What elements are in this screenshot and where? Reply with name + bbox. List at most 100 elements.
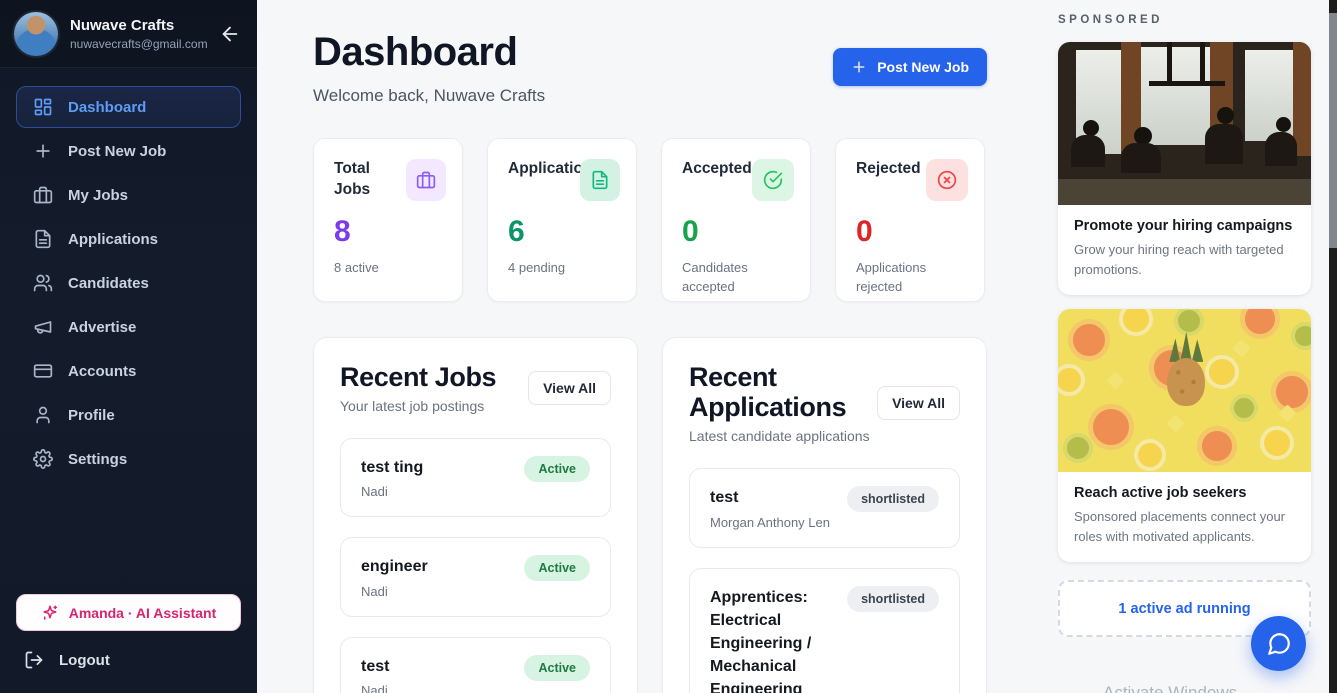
main-content: Dashboard Welcome back, Nuwave Crafts Po… <box>257 0 1040 693</box>
stat-value: 8 <box>334 215 351 248</box>
sidebar-item-settings[interactable]: Settings <box>16 438 241 480</box>
sidebar-item-accounts[interactable]: Accounts <box>16 350 241 392</box>
status-badge: Active <box>524 456 590 483</box>
recent-applications-panel: Recent Applications Latest candidate app… <box>662 337 987 693</box>
sidebar: Nuwave Crafts nuwavecrafts@gmail.com Das… <box>0 0 257 693</box>
stat-card-accepted[interactable]: Accepted 0 Candidates accepted <box>661 138 811 302</box>
sidebar-item-profile[interactable]: Profile <box>16 394 241 436</box>
page-scrollbar-thumb[interactable] <box>1329 13 1337 248</box>
stat-value: 0 <box>856 215 873 248</box>
check-circle-icon <box>752 159 794 201</box>
recent-applications-view-all-button[interactable]: View All <box>877 386 960 421</box>
ad-title: Reach active job seekers <box>1074 485 1247 501</box>
recent-jobs-view-all-button[interactable]: View All <box>528 371 611 406</box>
sidebar-item-label: Post New Job <box>68 142 167 160</box>
sidebar-item-label: Advertise <box>68 318 137 336</box>
status-badge: shortlisted <box>847 486 939 513</box>
job-title: test ting <box>361 459 424 477</box>
stat-value: 0 <box>682 215 699 248</box>
application-candidate: Morgan Anthony Len <box>710 514 830 530</box>
application-list-item[interactable]: test Morgan Anthony Len shortlisted <box>689 468 960 548</box>
stat-card-applications[interactable]: Applications 6 4 pending <box>487 138 637 302</box>
job-location: Nadi <box>361 583 388 599</box>
stat-card-rejected[interactable]: Rejected 0 Applications rejected <box>835 138 985 302</box>
job-list-item[interactable]: engineer Nadi Active <box>340 537 611 617</box>
job-list-item[interactable]: test ting Nadi Active <box>340 438 611 518</box>
user-avatar[interactable] <box>14 11 58 56</box>
page-header: Dashboard Welcome back, Nuwave Crafts Po… <box>313 30 987 106</box>
x-circle-icon <box>926 159 968 201</box>
sidebar-item-dashboard[interactable]: Dashboard <box>16 86 241 128</box>
ad-card-hiring-campaigns[interactable]: Promote your hiring campaigns Grow your … <box>1058 42 1311 295</box>
ai-assistant-button[interactable]: Amanda · AI Assistant <box>16 594 241 631</box>
stat-subtext: Candidates accepted <box>682 260 748 294</box>
stats-row: Total Jobs 8 8 active Applications 6 4 p… <box>313 138 987 302</box>
ad-description: Sponsored placements connect your roles … <box>1074 509 1286 544</box>
sponsored-label: SPONSORED <box>1058 14 1163 26</box>
sidebar-item-my-jobs[interactable]: My Jobs <box>16 174 241 216</box>
sidebar-nav: Dashboard Post New Job My Jobs Applicati… <box>0 68 257 594</box>
recent-applications-list: test Morgan Anthony Len shortlisted Appr… <box>689 468 960 693</box>
sidebar-item-label: Candidates <box>68 274 149 292</box>
ad-description: Grow your hiring reach with targeted pro… <box>1074 242 1284 277</box>
plus-icon <box>33 141 53 161</box>
sidebar-item-post-new-job[interactable]: Post New Job <box>16 130 241 172</box>
sidebar-collapse-button[interactable] <box>217 21 243 47</box>
job-list-item[interactable]: test Nadi Active <box>340 636 611 693</box>
user-email: nuwavecrafts@gmail.com <box>70 36 208 51</box>
application-list-item[interactable]: Apprentices: Electrical Engineering / Me… <box>689 567 960 693</box>
sparkles-icon <box>41 604 59 622</box>
logout-icon <box>24 650 44 670</box>
recent-jobs-list: test ting Nadi Active engineer Nadi Acti… <box>340 438 611 693</box>
file-text-icon <box>580 159 620 201</box>
stat-value: 6 <box>508 215 525 248</box>
stat-subtext: Applications rejected <box>856 260 927 294</box>
stat-subtext: 8 active <box>334 260 379 275</box>
chat-fab-button[interactable] <box>1251 616 1306 671</box>
sidebar-item-advertise[interactable]: Advertise <box>16 306 241 348</box>
sidebar-item-applications[interactable]: Applications <box>16 218 241 260</box>
post-new-job-button[interactable]: Post New Job <box>833 48 987 86</box>
recent-jobs-title: Recent Jobs <box>340 362 497 392</box>
job-location: Nadi <box>361 484 388 500</box>
job-title: engineer <box>361 558 428 576</box>
status-badge: shortlisted <box>847 585 939 612</box>
application-title: Apprentices: Electrical Engineering / Me… <box>710 588 812 693</box>
sidebar-item-label: Accounts <box>68 362 137 380</box>
sidebar-profile-header: Nuwave Crafts nuwavecrafts@gmail.com <box>0 0 257 68</box>
plus-icon <box>851 59 867 75</box>
job-title: test <box>361 657 390 675</box>
credit-card-icon <box>33 361 53 381</box>
sidebar-item-label: Profile <box>68 406 115 424</box>
user-name: Nuwave Crafts <box>70 16 175 34</box>
recent-applications-subtitle: Latest candidate applications <box>689 428 870 445</box>
sidebar-item-candidates[interactable]: Candidates <box>16 262 241 304</box>
recent-jobs-panel: Recent Jobs Your latest job postings Vie… <box>313 337 638 693</box>
file-text-icon <box>33 229 53 249</box>
logout-label: Logout <box>59 651 110 669</box>
user-icon <box>33 405 53 425</box>
megaphone-icon <box>33 317 53 337</box>
page-title: Dashboard <box>313 30 518 74</box>
pineapple-citrus-photo <box>1058 309 1311 472</box>
stat-label: Rejected <box>856 160 921 177</box>
sponsored-rail: SPONSORED Promote your hiring campaigns … <box>1040 0 1329 693</box>
stat-subtext: 4 pending <box>508 260 566 275</box>
stat-label: Total Jobs <box>334 160 371 198</box>
page-subtitle: Welcome back, Nuwave Crafts <box>313 86 546 105</box>
stat-card-total-jobs[interactable]: Total Jobs 8 8 active <box>313 138 463 302</box>
sidebar-item-label: Dashboard <box>68 98 147 116</box>
page-scrollbar-track <box>1329 0 1337 693</box>
sidebar-item-label: My Jobs <box>68 186 129 204</box>
active-ads-link[interactable]: 1 active ad running <box>1118 600 1251 617</box>
sidebar-item-label: Settings <box>68 450 128 468</box>
ad-title: Promote your hiring campaigns <box>1074 218 1293 234</box>
arrow-left-icon <box>219 23 241 45</box>
recent-applications-title: Recent Applications <box>689 362 847 423</box>
ad-card-job-seekers[interactable]: Reach active job seekers Sponsored place… <box>1058 309 1311 562</box>
logout-button[interactable]: Logout <box>16 645 241 675</box>
panels-row: Recent Jobs Your latest job postings Vie… <box>313 337 987 693</box>
recent-jobs-subtitle: Your latest job postings <box>340 398 485 415</box>
post-new-job-label: Post New Job <box>877 59 969 75</box>
stat-label: Accepted <box>682 160 752 177</box>
